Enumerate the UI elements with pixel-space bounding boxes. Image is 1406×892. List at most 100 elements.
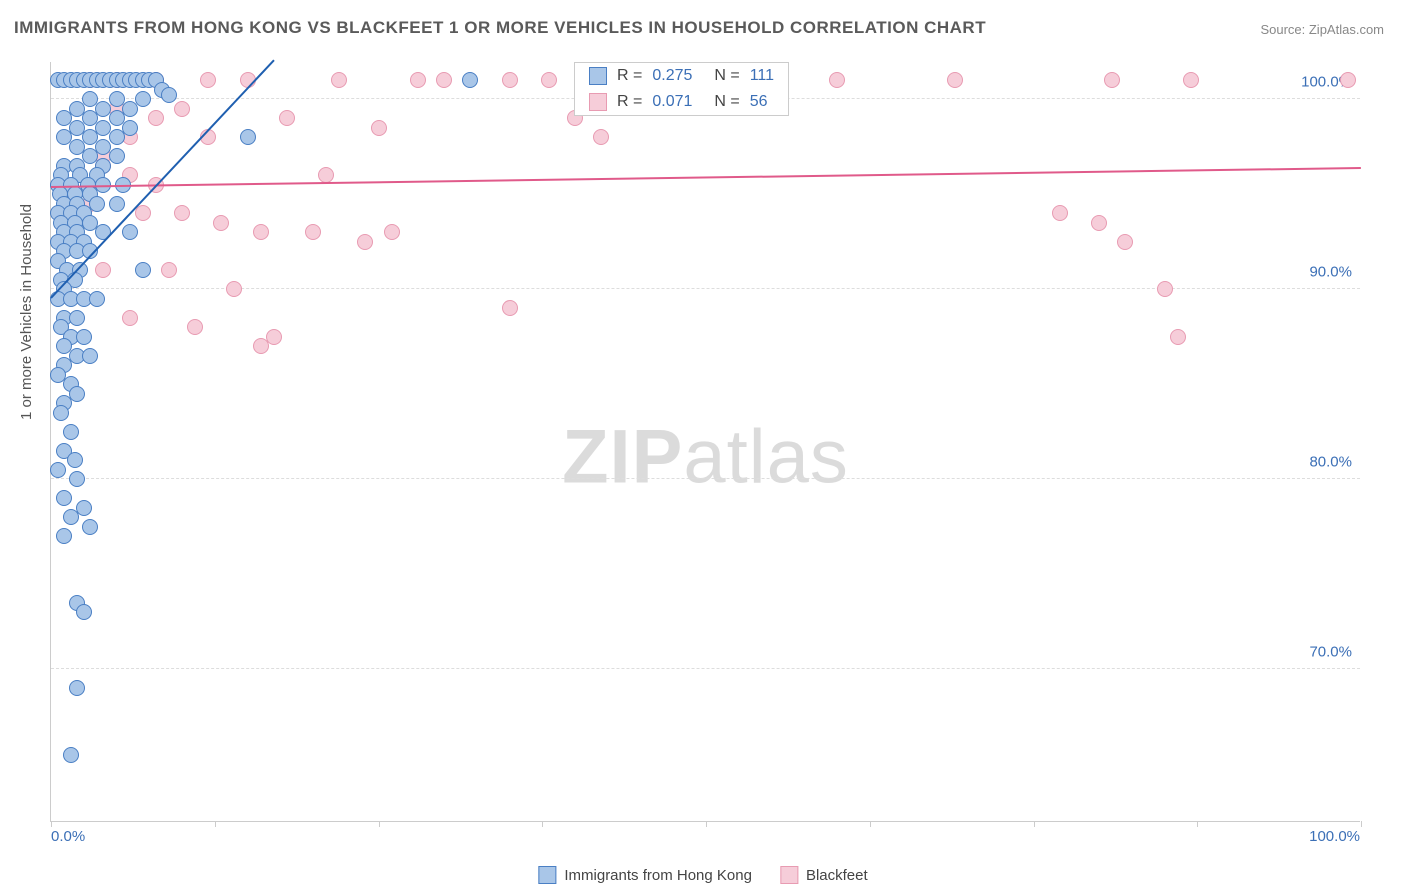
correlation-legend: R =0.275N =111R =0.071N =56 bbox=[574, 62, 789, 116]
blackfeet-point bbox=[305, 224, 321, 240]
blackfeet-point bbox=[1052, 205, 1068, 221]
hongkong-point bbox=[89, 196, 105, 212]
hongkong-point bbox=[50, 462, 66, 478]
blackfeet-point bbox=[1157, 281, 1173, 297]
legend-swatch bbox=[780, 866, 798, 884]
legend-bottom: Immigrants from Hong Kong Blackfeet bbox=[538, 866, 867, 884]
hongkong-point bbox=[109, 148, 125, 164]
legend-label: Blackfeet bbox=[806, 867, 868, 884]
chart-title: IMMIGRANTS FROM HONG KONG VS BLACKFEET 1… bbox=[14, 18, 986, 38]
blackfeet-point bbox=[502, 72, 518, 88]
n-value: 111 bbox=[750, 67, 774, 85]
blackfeet-point bbox=[436, 72, 452, 88]
hongkong-point bbox=[63, 509, 79, 525]
blackfeet-point bbox=[947, 72, 963, 88]
blackfeet-point bbox=[593, 129, 609, 145]
hongkong-point bbox=[63, 747, 79, 763]
blackfeet-point bbox=[253, 224, 269, 240]
hongkong-point bbox=[122, 224, 138, 240]
hongkong-point bbox=[76, 500, 92, 516]
source-attribution: Source: ZipAtlas.com bbox=[1260, 22, 1384, 37]
hongkong-point bbox=[76, 604, 92, 620]
y-tick-label: 70.0% bbox=[1309, 644, 1352, 661]
blackfeet-point bbox=[541, 72, 557, 88]
blackfeet-point bbox=[253, 338, 269, 354]
blackfeet-point bbox=[213, 215, 229, 231]
y-tick-label: 80.0% bbox=[1309, 454, 1352, 471]
hongkong-point bbox=[462, 72, 478, 88]
blackfeet-point bbox=[371, 120, 387, 136]
hongkong-point bbox=[82, 348, 98, 364]
n-value: 56 bbox=[750, 93, 768, 111]
y-tick-label: 90.0% bbox=[1309, 264, 1352, 281]
hongkong-point bbox=[76, 329, 92, 345]
blackfeet-point bbox=[331, 72, 347, 88]
x-tick-label: 0.0% bbox=[51, 828, 85, 845]
hongkong-point bbox=[56, 490, 72, 506]
blackfeet-point bbox=[95, 262, 111, 278]
blackfeet-point bbox=[148, 110, 164, 126]
blackfeet-trendline bbox=[51, 167, 1361, 188]
hongkong-point bbox=[56, 528, 72, 544]
hongkong-point bbox=[109, 196, 125, 212]
x-tick bbox=[1197, 821, 1198, 827]
hongkong-point bbox=[63, 424, 79, 440]
scatter-plot-area: ZIPatlas 70.0%80.0%90.0%100.0%0.0%100.0% bbox=[50, 62, 1360, 822]
hongkong-point bbox=[82, 519, 98, 535]
hongkong-point bbox=[161, 87, 177, 103]
blackfeet-point bbox=[1117, 234, 1133, 250]
legend-swatch bbox=[538, 866, 556, 884]
legend-swatch bbox=[589, 93, 607, 111]
hongkong-point bbox=[135, 91, 151, 107]
blackfeet-point bbox=[279, 110, 295, 126]
blackfeet-point bbox=[174, 205, 190, 221]
blackfeet-point bbox=[318, 167, 334, 183]
blackfeet-point bbox=[200, 72, 216, 88]
hongkong-point bbox=[135, 262, 151, 278]
x-tick bbox=[542, 821, 543, 827]
x-tick bbox=[706, 821, 707, 827]
blackfeet-point bbox=[357, 234, 373, 250]
x-tick bbox=[379, 821, 380, 827]
blackfeet-point bbox=[161, 262, 177, 278]
blackfeet-point bbox=[1340, 72, 1356, 88]
hongkong-point bbox=[89, 291, 105, 307]
legend-row: R =0.071N =56 bbox=[575, 89, 788, 115]
gridline-h bbox=[51, 478, 1360, 479]
blackfeet-point bbox=[266, 329, 282, 345]
blackfeet-point bbox=[226, 281, 242, 297]
blackfeet-point bbox=[410, 72, 426, 88]
blackfeet-point bbox=[174, 101, 190, 117]
watermark: ZIPatlas bbox=[562, 413, 849, 500]
x-tick bbox=[1034, 821, 1035, 827]
blackfeet-point bbox=[122, 310, 138, 326]
hongkong-point bbox=[69, 310, 85, 326]
hongkong-point bbox=[122, 120, 138, 136]
blackfeet-point bbox=[1183, 72, 1199, 88]
blackfeet-point bbox=[1104, 72, 1120, 88]
legend-label: Immigrants from Hong Kong bbox=[564, 867, 752, 884]
x-tick-label: 100.0% bbox=[1309, 828, 1360, 845]
hongkong-point bbox=[240, 129, 256, 145]
blackfeet-point bbox=[1170, 329, 1186, 345]
x-tick bbox=[870, 821, 871, 827]
x-tick bbox=[215, 821, 216, 827]
hongkong-point bbox=[67, 452, 83, 468]
legend-item: Immigrants from Hong Kong bbox=[538, 866, 752, 884]
hongkong-point bbox=[122, 101, 138, 117]
legend-item: Blackfeet bbox=[780, 866, 868, 884]
hongkong-point bbox=[53, 405, 69, 421]
r-value: 0.275 bbox=[652, 67, 704, 85]
blackfeet-point bbox=[1091, 215, 1107, 231]
blackfeet-point bbox=[829, 72, 845, 88]
blackfeet-point bbox=[502, 300, 518, 316]
legend-row: R =0.275N =111 bbox=[575, 63, 788, 89]
gridline-h bbox=[51, 668, 1360, 669]
hongkong-point bbox=[69, 386, 85, 402]
x-tick bbox=[1361, 821, 1362, 827]
blackfeet-point bbox=[384, 224, 400, 240]
blackfeet-point bbox=[187, 319, 203, 335]
hongkong-point bbox=[109, 129, 125, 145]
hongkong-point bbox=[69, 471, 85, 487]
x-tick bbox=[51, 821, 52, 827]
